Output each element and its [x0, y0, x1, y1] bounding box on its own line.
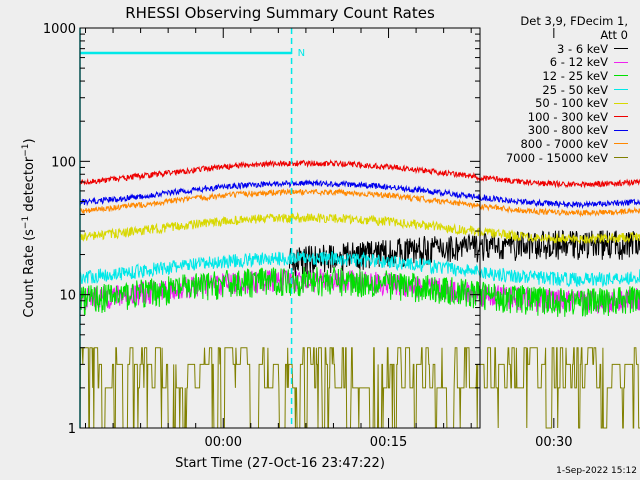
series-line — [79, 250, 640, 288]
legend-label: 800 - 7000 keV — [520, 136, 608, 151]
y-axis-label: Count Rate (s−1 detector−1) — [21, 138, 37, 317]
legend-swatch — [614, 102, 628, 104]
x-tick-label: 00:15 — [370, 435, 407, 450]
legend-swatch — [614, 157, 628, 159]
legend-entry: 800 - 7000 keV — [458, 137, 628, 151]
legend-label: 25 - 50 keV — [542, 82, 608, 97]
x-axis-label: Start Time (27-Oct-16 23:47:22) — [175, 456, 385, 471]
x-tick-label: 00:30 — [535, 435, 572, 450]
legend-label: 6 - 12 keV — [549, 55, 608, 70]
y-tick-label: 1000 — [43, 22, 76, 37]
legend-header-line-2: Att 0 — [600, 28, 628, 42]
series-line — [79, 268, 640, 314]
legend-entry: 6 - 12 keV — [458, 55, 628, 70]
legend-swatch — [614, 116, 628, 118]
series-line — [288, 229, 640, 277]
legend-swatch — [614, 61, 628, 63]
legend-entry: 3 - 6 keV — [458, 42, 628, 56]
legend-swatch — [614, 89, 628, 91]
legend-label: 7000 - 15000 keV — [505, 150, 608, 165]
legend-entry: 12 - 25 keV — [458, 69, 628, 83]
data-layer — [79, 159, 640, 429]
series-line — [79, 211, 640, 245]
legend-entry: 100 - 300 keV — [458, 110, 628, 124]
legend-swatch — [614, 129, 628, 131]
legend-entry: 25 - 50 keV — [458, 83, 628, 97]
x-tick-label: 00:00 — [205, 435, 242, 450]
legend: Det 3,9, FDecim 1, Att 0 3 - 6 keV 6 - 12… — [458, 14, 628, 165]
y-tick-label: 1 — [68, 422, 76, 437]
legend-entry: 300 - 800 keV — [458, 123, 628, 138]
series-line — [79, 347, 640, 429]
legend-label: 3 - 6 keV — [557, 41, 608, 56]
legend-entry: 7000 - 15000 keV — [458, 151, 628, 165]
legend-label: 300 - 800 keV — [527, 123, 608, 138]
legend-rows: 3 - 6 keV 6 - 12 keV 12 - 25 keV 25 - 50 ke… — [458, 42, 628, 165]
legend-swatch — [614, 75, 628, 77]
series-line — [79, 159, 640, 189]
chart-title: RHESSI Observing Summary Count Rates — [125, 4, 435, 22]
y-tick-label: 10 — [59, 289, 76, 304]
plot-frame — [79, 27, 481, 429]
legend-label: 100 - 300 keV — [527, 109, 608, 124]
legend-label: 50 - 100 keV — [535, 96, 608, 111]
legend-label: 12 - 25 keV — [542, 68, 608, 83]
series-line — [79, 178, 640, 210]
annotation-label: N — [298, 48, 305, 59]
y-tick-label: 100 — [51, 155, 76, 170]
legend-header-line-1: Det 3,9, FDecim 1, — [520, 14, 628, 28]
legend-swatch — [614, 48, 628, 50]
legend-entry: 50 - 100 keV — [458, 96, 628, 110]
footer-date: 1-Sep-2022 15:12 — [556, 466, 637, 476]
legend-swatch — [614, 143, 628, 145]
series-line — [79, 266, 640, 317]
series-line — [79, 187, 640, 218]
